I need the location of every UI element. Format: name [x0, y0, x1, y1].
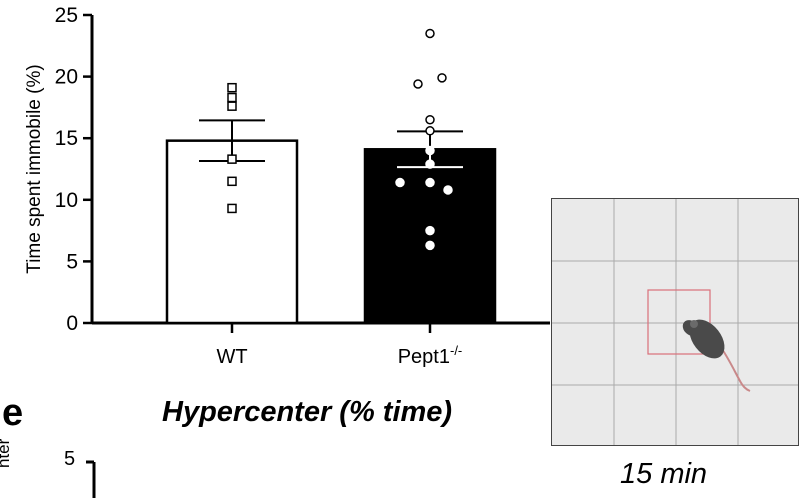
bars	[165, 119, 497, 325]
x-tick-label: WT	[216, 346, 247, 368]
data-point	[443, 185, 453, 195]
data-point	[227, 82, 237, 93]
y-tick-label: 25	[55, 4, 78, 27]
mouse-icon	[682, 319, 751, 392]
y-tick-label: 5	[66, 250, 78, 273]
partial-axis	[86, 460, 96, 498]
hypercenter-zone	[647, 289, 711, 355]
data-point	[425, 240, 435, 251]
data-point	[425, 159, 435, 169]
data-point	[227, 101, 237, 111]
data-point	[425, 126, 435, 136]
axis-labels: 0 5 10 15 20 25 WT Pept1-/- Time spent immobile …	[24, 4, 462, 368]
open-field-arena	[551, 198, 799, 446]
y-tick-label: 0	[66, 312, 78, 335]
arena-caption: 15 min	[620, 458, 708, 490]
partial-ylabel: nter	[0, 438, 13, 468]
x-tick-label: Pept1-/-	[398, 343, 463, 368]
partial-tick-label: 5	[64, 448, 76, 470]
panel-letter: e	[2, 392, 24, 434]
y-tick-label: 20	[55, 66, 78, 89]
arena-grid	[552, 199, 798, 445]
data-point	[227, 154, 237, 164]
data-point	[227, 92, 237, 103]
data-point	[425, 225, 435, 236]
data-point	[425, 114, 435, 125]
bar-0	[165, 139, 299, 325]
data-points	[227, 28, 453, 251]
y-axis-label: Time spent immobile (%)	[24, 64, 45, 273]
y-tick-label: 15	[55, 127, 78, 150]
y-tick-label: 10	[55, 189, 78, 212]
data-point	[425, 145, 435, 156]
data-point	[227, 176, 237, 187]
data-point	[413, 79, 423, 89]
arena-drawing	[552, 199, 798, 445]
data-point	[227, 203, 237, 214]
bar-1	[363, 148, 497, 325]
data-point	[425, 177, 435, 188]
bar-chart: 0 5 10 15 20 25 WT Pept1-/- Time spent immobile …	[24, 4, 550, 368]
data-point	[425, 28, 435, 39]
data-point	[437, 73, 447, 83]
panel-title: Hypercenter (% time)	[162, 396, 453, 428]
data-point	[395, 177, 405, 188]
